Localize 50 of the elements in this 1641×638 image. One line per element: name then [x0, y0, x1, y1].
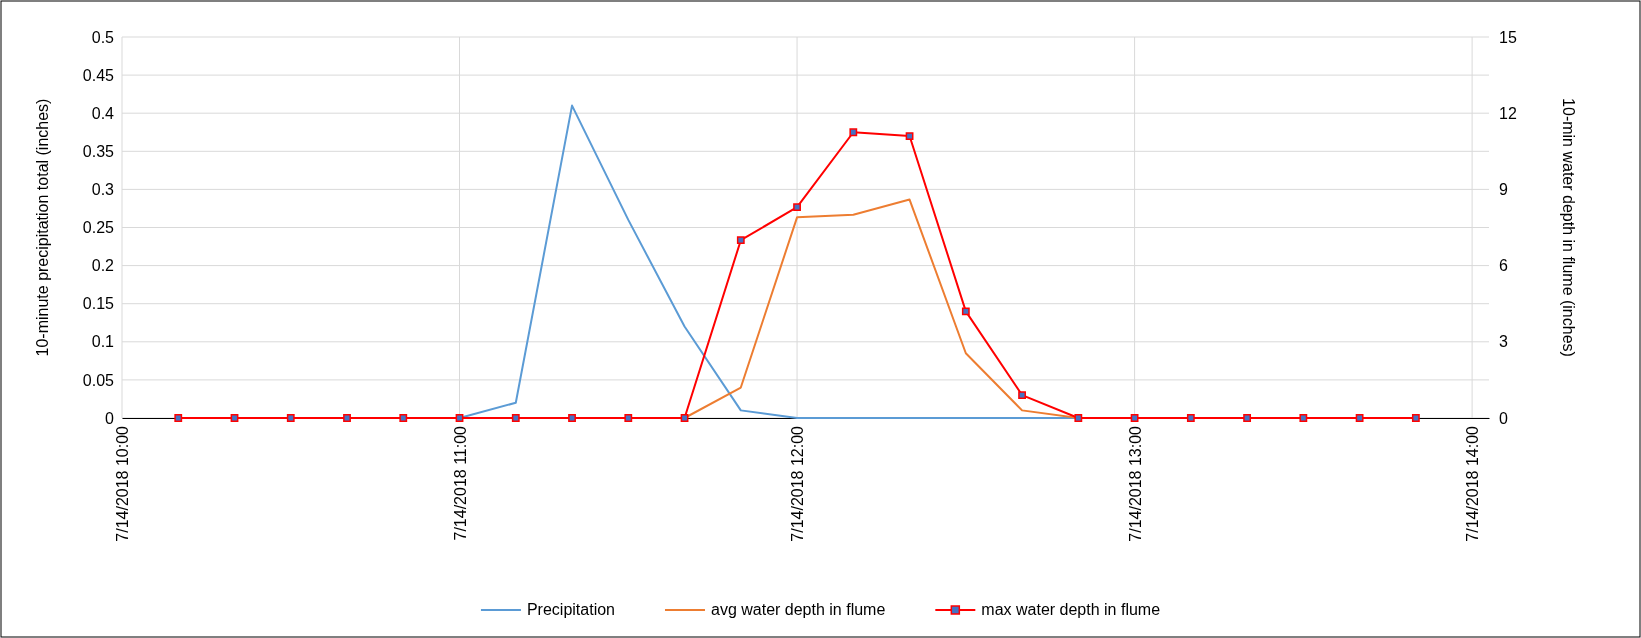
y-tick-label: 0.4 [91, 104, 115, 122]
y-tick-label: 0.45 [82, 66, 115, 84]
point [1411, 414, 1420, 422]
y-tick-label: 0.1 [91, 333, 115, 351]
y2-tick-label: 6 [1499, 257, 1508, 275]
y-tick-label: 0.2 [91, 257, 115, 275]
legend-label: Precipitation [526, 601, 615, 618]
point [568, 414, 576, 422]
point [849, 128, 858, 137]
legend-label: avg water depth in flume [710, 601, 886, 618]
y-tick-label: 0.05 [82, 371, 115, 389]
point [1186, 414, 1195, 422]
point [1299, 414, 1308, 422]
y-axis-title: 10-minute precipitation total (inches) [34, 98, 51, 357]
point [1018, 391, 1026, 400]
point [286, 414, 295, 422]
y2-tick-label: 12 [1499, 104, 1517, 122]
point [1243, 414, 1252, 422]
y-tick-label: 0.35 [82, 142, 115, 160]
point [736, 236, 745, 245]
point [343, 414, 351, 422]
y-tick-label: 0.5 [91, 28, 115, 46]
y2-axis-title: 10-min water depth in flume (inches) [1560, 98, 1577, 357]
y-tick-label: 0.3 [91, 181, 115, 199]
point [1355, 414, 1364, 422]
point [1130, 414, 1139, 422]
y2-tick-label: 3 [1499, 333, 1508, 351]
y2-tick-label: 9 [1499, 181, 1508, 199]
point [1074, 414, 1083, 422]
y-tick-label: 0.15 [82, 295, 115, 313]
x-tick-label: 7/14/2018 14:00 [1464, 425, 1482, 542]
x-tick-label: 7/14/2018 11:00 [451, 425, 469, 541]
point [680, 414, 689, 422]
point [793, 203, 801, 212]
point [624, 414, 633, 422]
point [174, 414, 183, 422]
point [230, 414, 239, 422]
y-tick-label: 0.25 [82, 219, 115, 237]
point [455, 414, 464, 422]
point [961, 307, 970, 316]
y-tick-label: 0 [105, 409, 115, 427]
legend-label: max water depth in flume [981, 601, 1161, 618]
point [399, 414, 408, 422]
y2-tick-label: 0 [1499, 409, 1508, 427]
point [511, 414, 520, 422]
x-tick-label: 7/14/2018 12:00 [789, 425, 807, 542]
point [905, 132, 914, 140]
y2-tick-label: 15 [1499, 28, 1517, 46]
x-tick-label: 7/14/2018 10:00 [114, 425, 132, 542]
x-tick-label: 7/14/2018 13:00 [1126, 425, 1144, 542]
